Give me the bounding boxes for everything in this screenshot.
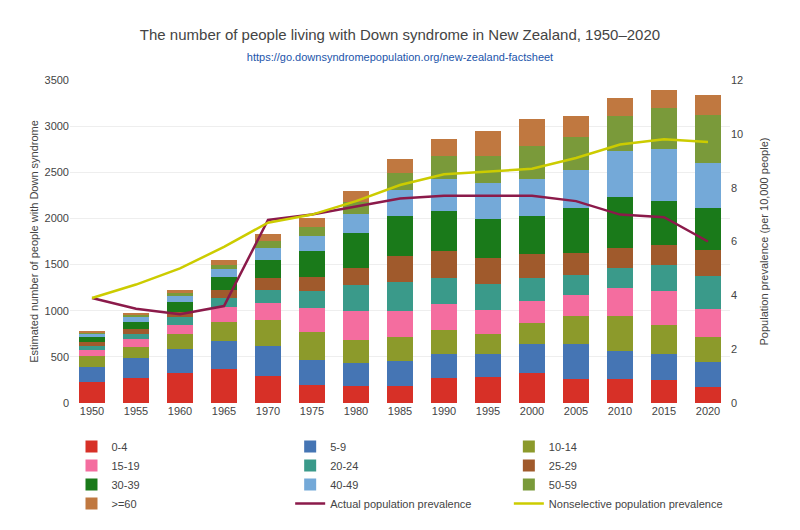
svg-text:20-24: 20-24 <box>330 460 358 472</box>
svg-text:30-39: 30-39 <box>112 479 140 491</box>
svg-text:2000: 2000 <box>520 405 544 417</box>
svg-text:8: 8 <box>731 182 737 194</box>
svg-text:1000: 1000 <box>45 305 69 317</box>
svg-text:The number of people living wi: The number of people living with Down sy… <box>140 26 660 43</box>
svg-text:https://go.downsyndromepopulat: https://go.downsyndromepopulation.org/ne… <box>247 51 553 63</box>
svg-text:Actual population prevalence: Actual population prevalence <box>330 498 471 510</box>
svg-text:1995: 1995 <box>476 405 500 417</box>
svg-text:5-9: 5-9 <box>330 441 346 453</box>
svg-text:50-59: 50-59 <box>549 479 577 491</box>
svg-text:1975: 1975 <box>300 405 324 417</box>
svg-text:500: 500 <box>51 351 69 363</box>
svg-text:Population prevalence (per 10,: Population prevalence (per 10,000 people… <box>758 138 770 346</box>
svg-text:4: 4 <box>731 289 737 301</box>
svg-text:1970: 1970 <box>256 405 280 417</box>
svg-text:12: 12 <box>731 74 743 86</box>
svg-text:1960: 1960 <box>168 405 192 417</box>
svg-text:3500: 3500 <box>45 74 69 86</box>
svg-text:2000: 2000 <box>45 212 69 224</box>
svg-text:2015: 2015 <box>652 405 676 417</box>
svg-text:1500: 1500 <box>45 258 69 270</box>
svg-text:2010: 2010 <box>608 405 632 417</box>
svg-text:3000: 3000 <box>45 120 69 132</box>
svg-text:15-19: 15-19 <box>112 460 140 472</box>
svg-text:10-14: 10-14 <box>549 441 577 453</box>
svg-text:1985: 1985 <box>388 405 412 417</box>
svg-text:0: 0 <box>731 397 737 409</box>
svg-text:2: 2 <box>731 343 737 355</box>
svg-text:2005: 2005 <box>564 405 588 417</box>
svg-text:10: 10 <box>731 128 743 140</box>
svg-text:2020: 2020 <box>696 405 720 417</box>
svg-text:6: 6 <box>731 235 737 247</box>
svg-text:0-4: 0-4 <box>112 441 128 453</box>
svg-text:40-49: 40-49 <box>330 479 358 491</box>
svg-text:0: 0 <box>63 397 69 409</box>
svg-text:1965: 1965 <box>212 405 236 417</box>
svg-text:1990: 1990 <box>432 405 456 417</box>
svg-text:Estimated number of people wit: Estimated number of people with Down syn… <box>28 120 40 363</box>
svg-text:2500: 2500 <box>45 166 69 178</box>
svg-text:>=60: >=60 <box>112 498 137 510</box>
svg-text:Nonselective population preval: Nonselective population prevalence <box>549 498 723 510</box>
svg-text:1955: 1955 <box>124 405 148 417</box>
svg-text:1980: 1980 <box>344 405 368 417</box>
svg-text:25-29: 25-29 <box>549 460 577 472</box>
svg-text:1950: 1950 <box>80 405 104 417</box>
